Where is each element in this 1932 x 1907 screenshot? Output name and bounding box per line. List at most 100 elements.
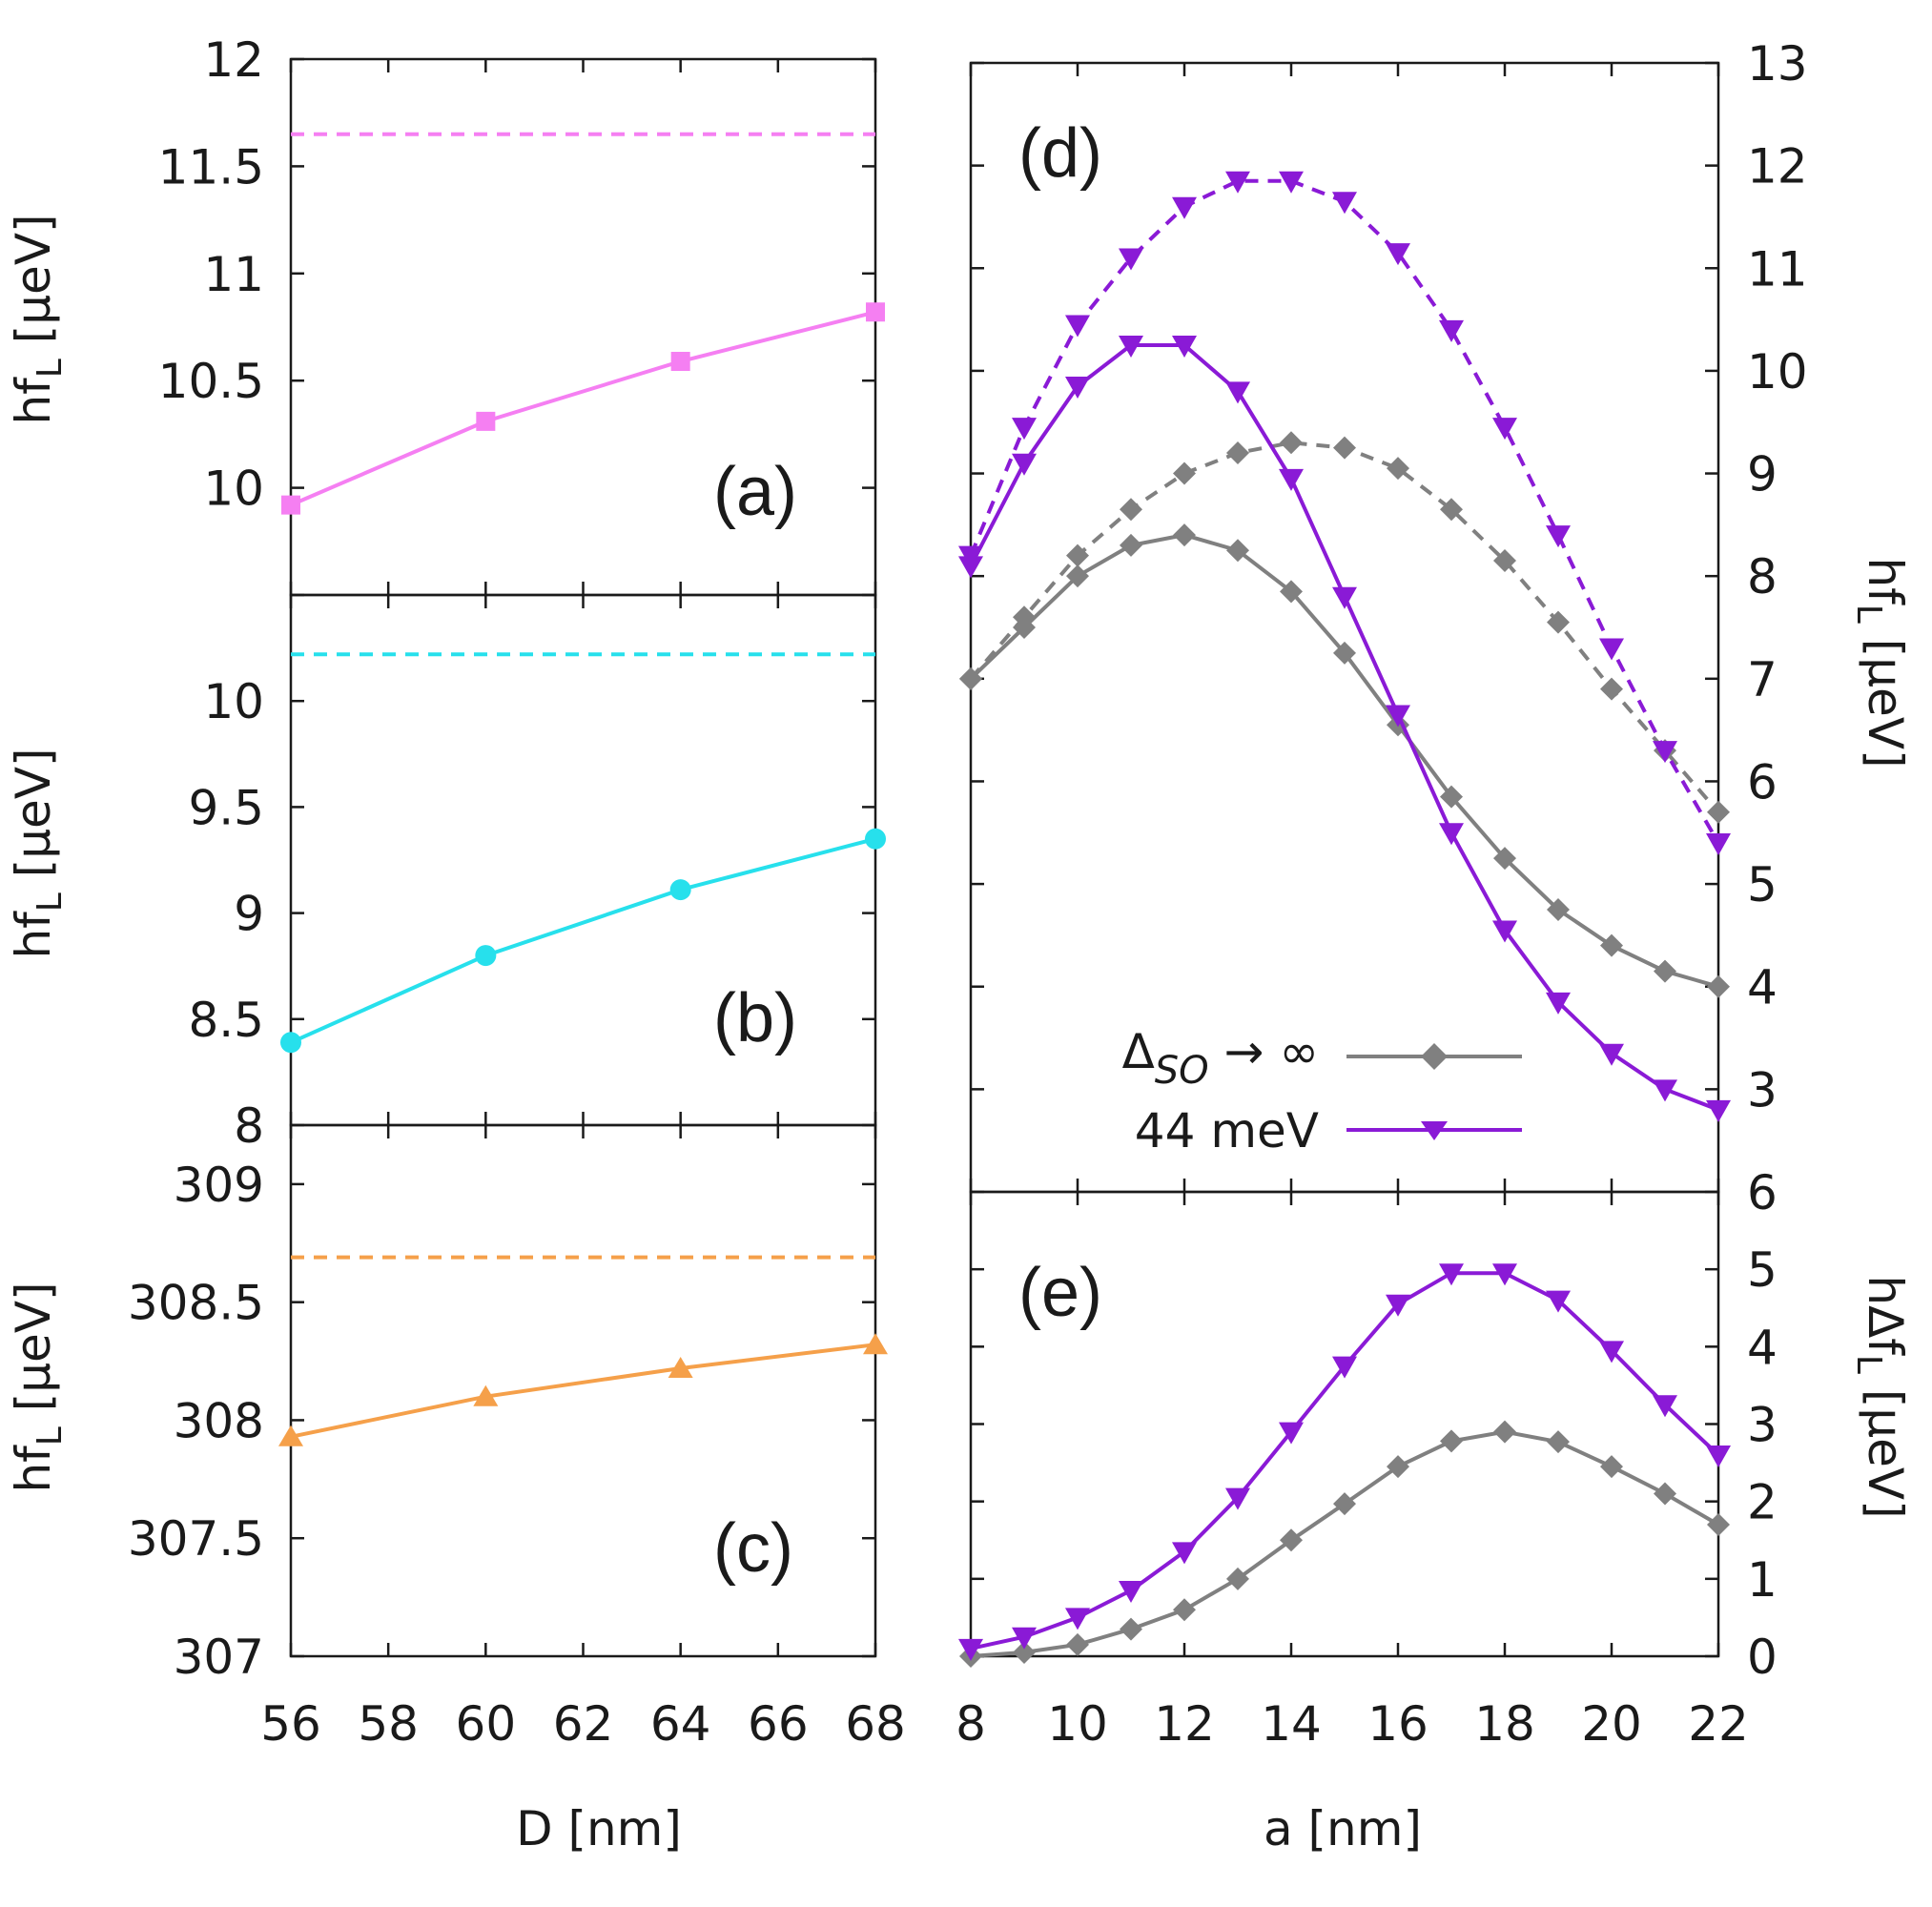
y-tick-label-a: 10.5 — [158, 354, 264, 409]
ylabel-c: hfL [μeV] — [6, 1282, 70, 1492]
ylabel-e: hΔfL [μeV] — [1849, 1275, 1913, 1518]
data-point-d — [1333, 641, 1356, 665]
y-tick-label-b: 10 — [203, 674, 264, 729]
x-tick-label-e: 18 — [1474, 1696, 1535, 1752]
panel-label-c: (c) — [713, 1510, 793, 1587]
series-line-a-0 — [290, 310, 876, 507]
legend-marker-gray — [1421, 1043, 1448, 1070]
legend-marker-purple — [1421, 1121, 1448, 1140]
ylabel-b: hfL [μeV] — [6, 748, 70, 958]
legend: ΔSO → ∞ 44 meV — [1122, 1024, 1522, 1159]
x-tick-label-e: 22 — [1688, 1696, 1749, 1752]
data-point-d — [1492, 920, 1517, 943]
data-point-d — [1387, 457, 1409, 481]
data-point-e — [1654, 1482, 1676, 1506]
data-point-d — [1493, 847, 1516, 871]
data-point-a — [866, 302, 885, 322]
data-point-d — [1653, 741, 1677, 764]
plot-frame-d — [969, 61, 1720, 1194]
data-point-d — [1013, 605, 1036, 629]
data-point-d — [1653, 1079, 1677, 1102]
data-point-d — [1120, 533, 1142, 557]
data-point-d — [1707, 800, 1730, 824]
x-tick-label-c: 56 — [260, 1696, 321, 1752]
y-tick-label-b: 8.5 — [188, 993, 264, 1048]
data-point-a — [476, 411, 496, 431]
data-point-d — [1599, 1043, 1624, 1066]
data-point-b — [475, 945, 497, 967]
data-point-d — [959, 666, 982, 690]
y-tick-label-b: 9.5 — [188, 780, 264, 835]
x-tick-label-e: 8 — [956, 1696, 986, 1752]
data-point-e — [1546, 1290, 1571, 1313]
data-point-d — [1547, 898, 1570, 921]
y-tick-label-d: 7 — [1747, 652, 1778, 707]
data-point-d — [1386, 243, 1410, 266]
data-point-b — [669, 879, 691, 901]
data-point-e — [1387, 1455, 1409, 1479]
data-point-e — [1225, 1487, 1250, 1510]
data-point-d — [1173, 523, 1196, 547]
y-tick-label-e: 6 — [1747, 1165, 1778, 1220]
data-point-e — [1386, 1294, 1410, 1317]
data-point-d — [1386, 705, 1410, 728]
y-tick-label-e: 1 — [1747, 1552, 1778, 1608]
y-tick-label-d: 10 — [1747, 344, 1808, 400]
y-tick-label-a: 11 — [203, 247, 264, 302]
data-point-e — [958, 1638, 983, 1661]
x-tick-label-c: 62 — [553, 1696, 614, 1752]
data-point-d — [1600, 677, 1623, 701]
data-point-e — [1707, 1513, 1730, 1537]
data-point-b — [865, 828, 886, 850]
panel-b: 8 8.5 9 9.5 10 — [188, 593, 886, 1154]
data-point-d — [1226, 441, 1249, 465]
data-point-e — [1333, 1492, 1356, 1516]
data-point-e — [1279, 1422, 1304, 1445]
data-point-e — [1066, 1632, 1089, 1656]
data-point-e — [1439, 1263, 1464, 1286]
xlabel-left: D [nm] — [516, 1801, 682, 1856]
data-point-d — [1493, 549, 1516, 573]
data-point-d — [1172, 196, 1197, 219]
data-point-e — [1599, 1341, 1624, 1364]
data-point-d — [1546, 992, 1571, 1015]
x-tick-label-c: 66 — [748, 1696, 809, 1752]
y-tick-label-c: 307.5 — [128, 1511, 264, 1567]
series-line-d-3 — [969, 178, 1720, 845]
panel-a: 10 10.5 11 11.5 12 — [158, 32, 885, 597]
data-point-e — [1493, 1420, 1516, 1444]
data-point-d — [1012, 418, 1037, 441]
data-point-e — [1706, 1445, 1731, 1467]
series-line-d-1 — [969, 441, 1720, 814]
data-point-d — [1119, 336, 1143, 358]
data-point-d — [958, 545, 983, 568]
panel-label-b: (b) — [713, 980, 797, 1056]
y-tick-label-c: 307 — [174, 1630, 264, 1685]
legend-label-purple: 44 meV — [1135, 1103, 1319, 1159]
x-tick-label-c: 60 — [456, 1696, 517, 1752]
y-tick-label-e: 3 — [1747, 1398, 1778, 1453]
panel-label-a: (a) — [713, 454, 797, 530]
data-point-d — [1280, 431, 1303, 455]
data-point-d — [1066, 543, 1089, 567]
data-point-d — [1600, 933, 1623, 957]
data-point-d — [1066, 564, 1089, 588]
data-point-d — [1332, 586, 1357, 609]
data-point-d — [1120, 498, 1142, 522]
y-tick-label-d: 9 — [1747, 447, 1778, 502]
data-point-e — [1492, 1263, 1517, 1286]
data-point-d — [1172, 336, 1197, 358]
panel-c: 56 58 60 62 64 66 68 307 307.5 308 308.5 309 — [128, 1123, 906, 1752]
data-point-c — [863, 1333, 888, 1355]
data-point-d — [1225, 171, 1250, 194]
data-point-d — [1279, 468, 1304, 491]
panel-d: 3 4 5 6 7 8 9 10 11 12 13 — [958, 36, 1808, 1194]
x-tick-label-e: 14 — [1261, 1696, 1322, 1752]
data-point-e — [1065, 1608, 1090, 1630]
data-point-d — [1654, 959, 1676, 983]
data-point-d — [1012, 453, 1037, 476]
data-point-d — [1333, 436, 1356, 460]
data-point-c — [668, 1356, 693, 1378]
data-point-d — [1707, 974, 1730, 998]
